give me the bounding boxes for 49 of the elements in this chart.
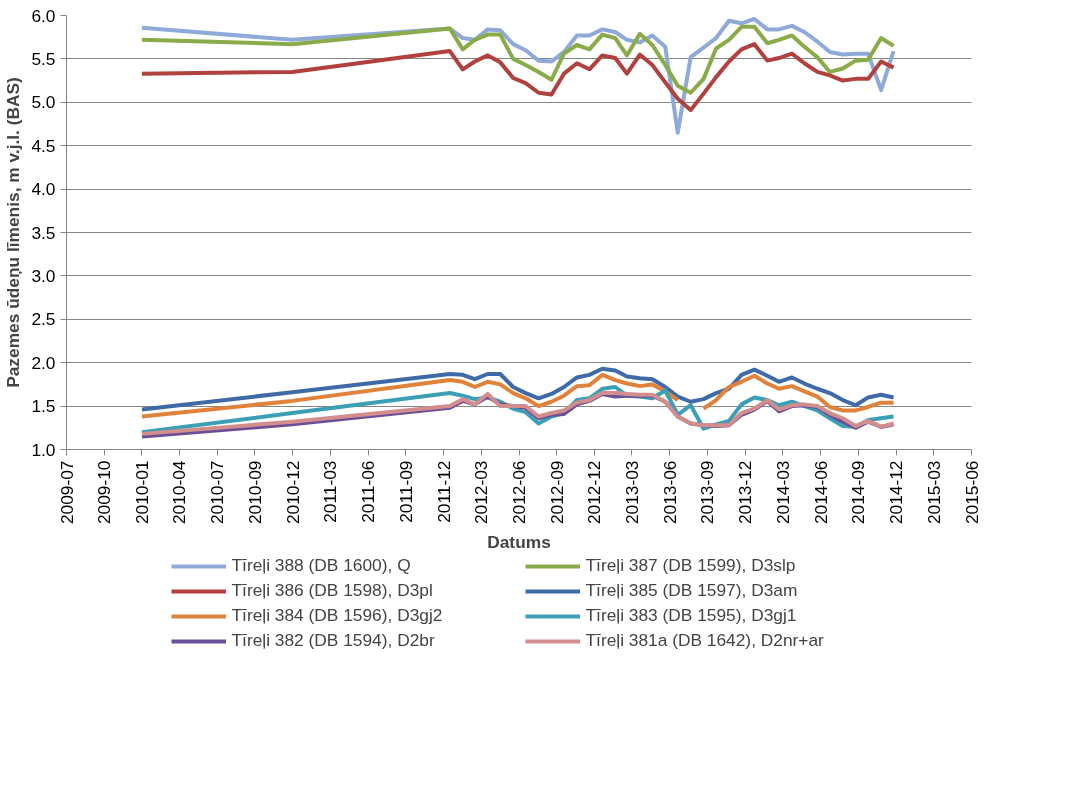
y-tick-label: 1.5 <box>31 396 56 417</box>
y-tick-label: 1.0 <box>31 439 56 460</box>
x-tick-label: 2010-01 <box>131 460 152 525</box>
x-tick-label: 2015-06 <box>961 460 982 525</box>
line-series <box>139 366 896 412</box>
legend-label: Tīreļi 388 (DB 1600), Q <box>231 555 412 576</box>
legend-label: Tīreļi 383 (DB 1595), D3gj1 <box>585 605 798 626</box>
y-tick-label: 3.0 <box>31 265 56 286</box>
x-axis-title: Datums <box>487 532 551 553</box>
y-tick-label: 3.5 <box>31 222 56 243</box>
x-tick-label: 2015-03 <box>923 460 944 525</box>
x-tick-label: 2012-03 <box>471 460 492 525</box>
legend-label: Tīreļi 382 (DB 1594), D2br <box>231 630 436 651</box>
legend-label: Tīreļi 381a (DB 1642), D2nr+ar <box>585 630 825 651</box>
x-tick-label: 2010-09 <box>244 460 265 525</box>
x-tick-label: 2009-10 <box>94 460 114 525</box>
line-series <box>139 42 896 113</box>
x-tick-label: 2011-03 <box>320 460 341 523</box>
legend-label: Tīreļi 384 (DB 1596), D3gj2 <box>231 605 444 626</box>
y-tick-label: 2.5 <box>31 309 56 330</box>
legend-label: Tīreļi 386 (DB 1598), D3pl <box>231 580 434 601</box>
x-tick-label: 2012-12 <box>584 460 605 525</box>
x-tick-label: 2010-07 <box>207 460 228 525</box>
y-tick-label: 4.5 <box>31 135 56 156</box>
legend-label: Tīreļi 385 (DB 1597), D3am <box>585 580 799 601</box>
x-tick-label: 2014-12 <box>886 460 907 525</box>
line-series <box>139 24 896 95</box>
x-tick-label: 2013-03 <box>621 460 642 525</box>
x-tick-label: 2014-06 <box>810 460 831 525</box>
x-tick-label: 2009-07 <box>56 460 77 525</box>
x-tick-label: 2010-04 <box>169 460 190 525</box>
y-axis-title: Pazemes ūdeņu līmenis, m v.j.l. (BAS) <box>3 77 24 388</box>
y-tick-label: 5.0 <box>31 92 56 113</box>
x-tick-label: 2010-12 <box>282 460 303 525</box>
y-tick-label: 5.5 <box>31 48 56 69</box>
y-tick-label: 2.0 <box>31 352 56 373</box>
x-tick-label: 2012-09 <box>546 460 567 525</box>
x-tick-label: 2011-09 <box>395 460 416 523</box>
x-tick-label: 2013-12 <box>735 460 756 525</box>
x-tick-label: 2011-06 <box>358 460 379 523</box>
x-tick-label: 2012-06 <box>509 460 529 525</box>
x-tick-label: 2014-03 <box>772 460 793 525</box>
x-tick-label: 2014-09 <box>848 460 869 525</box>
y-tick-label: 6.0 <box>31 5 56 26</box>
y-tick-label: 4.0 <box>31 179 56 200</box>
x-tick-label: 2011-12 <box>433 460 454 523</box>
legend-label: Tīreļi 387 (DB 1599), D3slp <box>585 555 797 576</box>
x-tick-label: 2013-09 <box>697 460 718 525</box>
x-tick-label: 2013-06 <box>659 460 680 525</box>
